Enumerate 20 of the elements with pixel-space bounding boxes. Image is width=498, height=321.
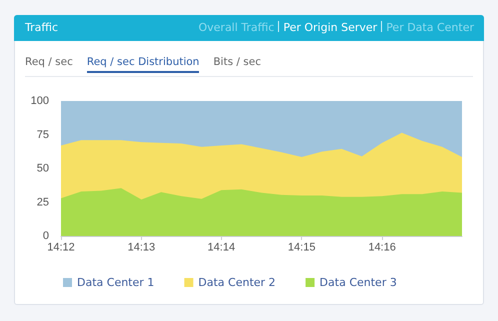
y-tick-label: 25 — [36, 196, 49, 208]
x-tick-label: 14:12 — [47, 242, 75, 254]
chart-title: Traffic — [25, 21, 58, 34]
y-tick-label: 100 — [30, 95, 49, 107]
x-tick-label: 14:15 — [288, 242, 316, 254]
legend-label: Data Center 3 — [320, 276, 397, 289]
legend-label: Data Center 1 — [77, 276, 154, 289]
text: Req / sec Distribution — [86, 56, 200, 73]
text: Req / sec — [25, 56, 73, 70]
y-tick-label: 0 — [42, 230, 49, 242]
text: Per Origin Server — [283, 21, 378, 34]
text: Overall Traffic — [198, 21, 274, 34]
legend-label: Data Center 2 — [198, 276, 276, 289]
y-tick-label: 50 — [36, 162, 49, 174]
y-tick-label: 75 — [36, 128, 49, 141]
x-tick-label: 14:14 — [208, 242, 236, 254]
text: Bits / sec — [213, 56, 261, 70]
x-tick-label: 14:16 — [368, 242, 396, 254]
text: Per Data Center — [386, 21, 474, 34]
x-tick-label: 14:13 — [128, 242, 156, 254]
